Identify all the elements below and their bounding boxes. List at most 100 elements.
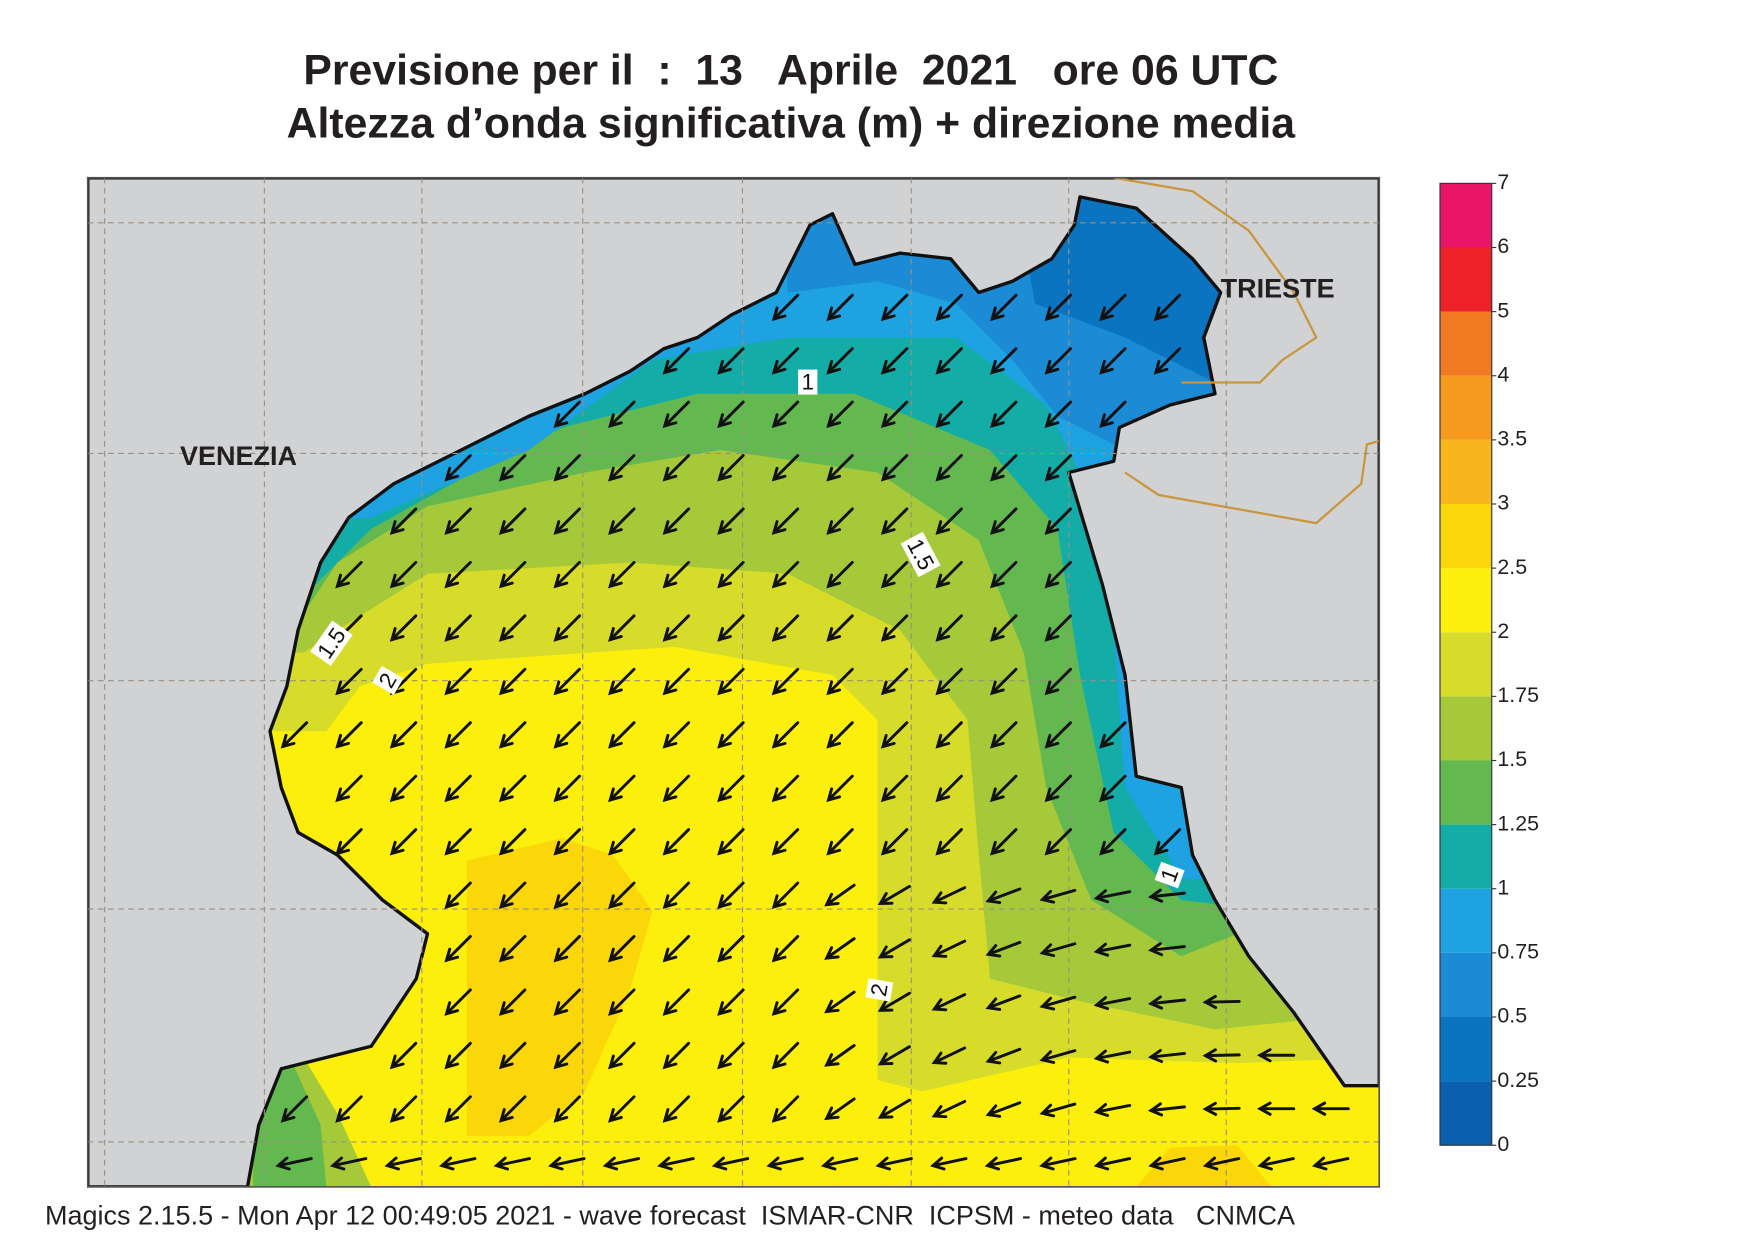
wave-arrow — [880, 667, 909, 696]
wave-arrow — [826, 721, 854, 749]
wave-arrow — [880, 774, 909, 803]
wave-arrow — [931, 886, 967, 905]
wave-arrow — [717, 560, 745, 589]
wave-arrow — [553, 1041, 581, 1070]
wave-arrow — [553, 560, 581, 589]
wave-arrow — [608, 721, 636, 749]
wave-arrow — [335, 774, 363, 803]
wave-arrow — [389, 560, 418, 589]
wave-arrow — [717, 667, 745, 696]
colorbar-label: 3.5 — [1497, 427, 1527, 451]
wave-arrow — [990, 614, 1018, 642]
wave-arrow — [771, 774, 800, 803]
wave-arrow — [1044, 828, 1073, 856]
wave-arrow — [935, 293, 963, 322]
wave-arrow — [990, 347, 1018, 375]
wave-arrow — [553, 881, 581, 909]
wave-arrow — [880, 400, 909, 429]
wave-arrow — [1202, 1101, 1241, 1116]
contour-label-box — [1154, 861, 1185, 889]
wave-arrow — [444, 614, 472, 642]
wave-arrow — [771, 1095, 800, 1123]
wave-arrow — [717, 881, 745, 909]
wave-arrow — [1093, 1049, 1132, 1064]
wave-arrow — [602, 1156, 641, 1171]
wave-arrow — [389, 1041, 418, 1070]
wave-arrow — [990, 774, 1018, 803]
wave-arrow — [931, 1046, 967, 1065]
colorbar-label: 2 — [1497, 619, 1509, 643]
colorbar-segment — [1440, 632, 1492, 697]
wave-arrow — [553, 454, 581, 482]
wave-arrow — [875, 1156, 913, 1171]
wave-arrow — [662, 988, 691, 1016]
wave-arrow — [444, 828, 472, 856]
wave-arrow — [553, 507, 581, 535]
wave-arrow — [498, 1095, 527, 1123]
wave-arrow — [935, 774, 963, 803]
wave-arrow — [1153, 347, 1182, 375]
wave-arrow — [438, 1156, 477, 1171]
wave-arrow — [771, 828, 800, 856]
wave-arrow — [1099, 293, 1127, 322]
wave-arrow — [444, 881, 472, 909]
wave-arrow — [935, 828, 963, 856]
wave-arrow — [657, 1156, 695, 1171]
wave-arrow — [985, 1101, 1022, 1118]
arrows — [275, 293, 1350, 1171]
wave-arrow — [826, 400, 854, 429]
wave-arrow — [493, 1156, 531, 1171]
colorbar-segment — [1440, 311, 1492, 376]
contour-label: 2 — [372, 665, 404, 695]
wave-arrow — [880, 347, 909, 375]
wave-arrow — [717, 454, 745, 482]
wave-arrow — [717, 1095, 745, 1123]
wave-arrow — [1044, 400, 1073, 429]
wave-arrow — [990, 721, 1018, 749]
wave-arrow — [1093, 889, 1132, 904]
wave-arrow — [548, 1156, 586, 1171]
wave-arrow — [935, 507, 963, 535]
wave-arrow — [1044, 667, 1073, 696]
wave-arrow — [1202, 1048, 1241, 1063]
wave-arrow — [717, 828, 745, 856]
wave-arrow — [771, 988, 800, 1016]
contour-label: 2 — [865, 978, 894, 1002]
wave-arrow — [608, 1041, 636, 1070]
wave-arrow — [1093, 942, 1132, 957]
wave-arrow — [335, 667, 363, 696]
wave-arrow — [935, 400, 963, 429]
wave-arrow — [553, 1095, 581, 1123]
wave-arrow — [1147, 995, 1186, 1010]
wave-arrow — [990, 293, 1018, 322]
wave-arrow — [553, 667, 581, 696]
sea-band — [466, 838, 653, 1137]
wave-arrow — [824, 937, 856, 960]
wave-arrow — [608, 667, 636, 696]
wave-arrow — [662, 1041, 691, 1070]
colorbar-label: 1.25 — [1497, 811, 1539, 835]
contour-label-text: 2 — [866, 982, 893, 999]
wave-arrow — [717, 988, 745, 1016]
wave-arrow — [826, 293, 854, 322]
wave-arrow — [498, 934, 527, 963]
wave-arrow — [498, 1041, 527, 1070]
wave-arrow — [1147, 1048, 1186, 1064]
wave-arrow — [771, 560, 800, 589]
contour-label: 1.5 — [310, 620, 353, 666]
colorbar-segment — [1440, 1017, 1492, 1082]
wave-arrow — [930, 1156, 968, 1171]
wave-arrow — [766, 1156, 804, 1171]
wave-arrow — [1256, 1101, 1296, 1116]
wave-arrow — [771, 1041, 800, 1070]
wave-arrow — [1311, 1156, 1350, 1171]
wave-arrow — [662, 881, 691, 909]
wave-arrow — [935, 560, 963, 589]
wave-arrow — [1153, 293, 1182, 322]
wave-arrow — [771, 454, 800, 482]
wave-arrow — [985, 994, 1022, 1011]
place-label: VENEZIA — [180, 441, 297, 471]
contour-label-box — [310, 620, 353, 666]
colorbar-label: 6 — [1497, 234, 1509, 258]
wave-arrow — [826, 667, 854, 696]
